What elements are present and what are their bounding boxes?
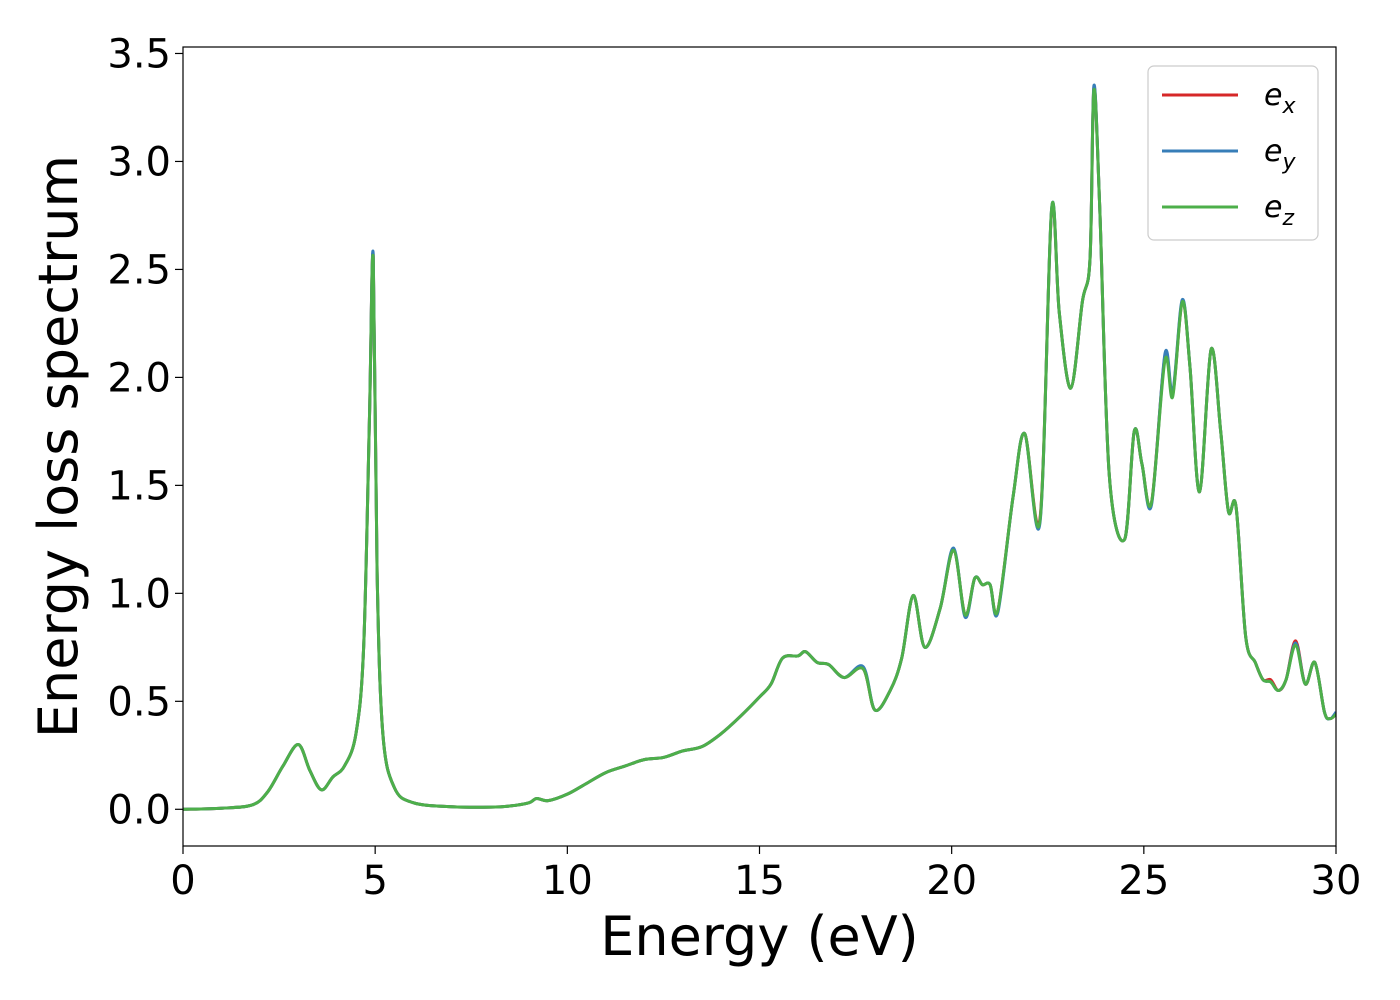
legend-label-z: ez	[1264, 190, 1294, 231]
y-tick-label: 2.5	[107, 247, 171, 293]
legend: ex ey ez	[1147, 65, 1319, 241]
x-tick-label: 10	[542, 858, 593, 904]
y-tick-label: 0.5	[107, 679, 171, 725]
y-tick-label: 3.0	[107, 139, 171, 185]
x-tick-label: 25	[1118, 858, 1169, 904]
x-tick-label: 0	[170, 858, 195, 904]
legend-label-y: ey	[1264, 134, 1296, 175]
x-axis-title: Energy (eV)	[600, 905, 919, 968]
y-tick-label: 1.0	[107, 571, 171, 617]
x-tick-label: 5	[362, 858, 387, 904]
y-tick-label: 2.0	[107, 355, 171, 401]
series-line-z	[183, 87, 1336, 811]
x-tick-label: 30	[1311, 858, 1362, 904]
x-tick-label: 20	[926, 858, 977, 904]
x-tick-label: 15	[734, 858, 785, 904]
x-axis: 0 5 10 15 20 25 30	[170, 846, 1361, 904]
legend-box	[1147, 65, 1319, 241]
y-tick-label: 3.5	[107, 31, 171, 77]
y-axis-title: Energy loss spectrum	[27, 155, 90, 738]
y-tick-label: 0.0	[107, 787, 171, 833]
legend-label-x: ex	[1264, 78, 1296, 119]
y-axis: 0.0 0.5 1.0 1.5 2.0 2.5 3.0 3.5	[107, 31, 183, 833]
plot-area	[183, 83, 1336, 811]
y-tick-label: 1.5	[107, 463, 171, 509]
